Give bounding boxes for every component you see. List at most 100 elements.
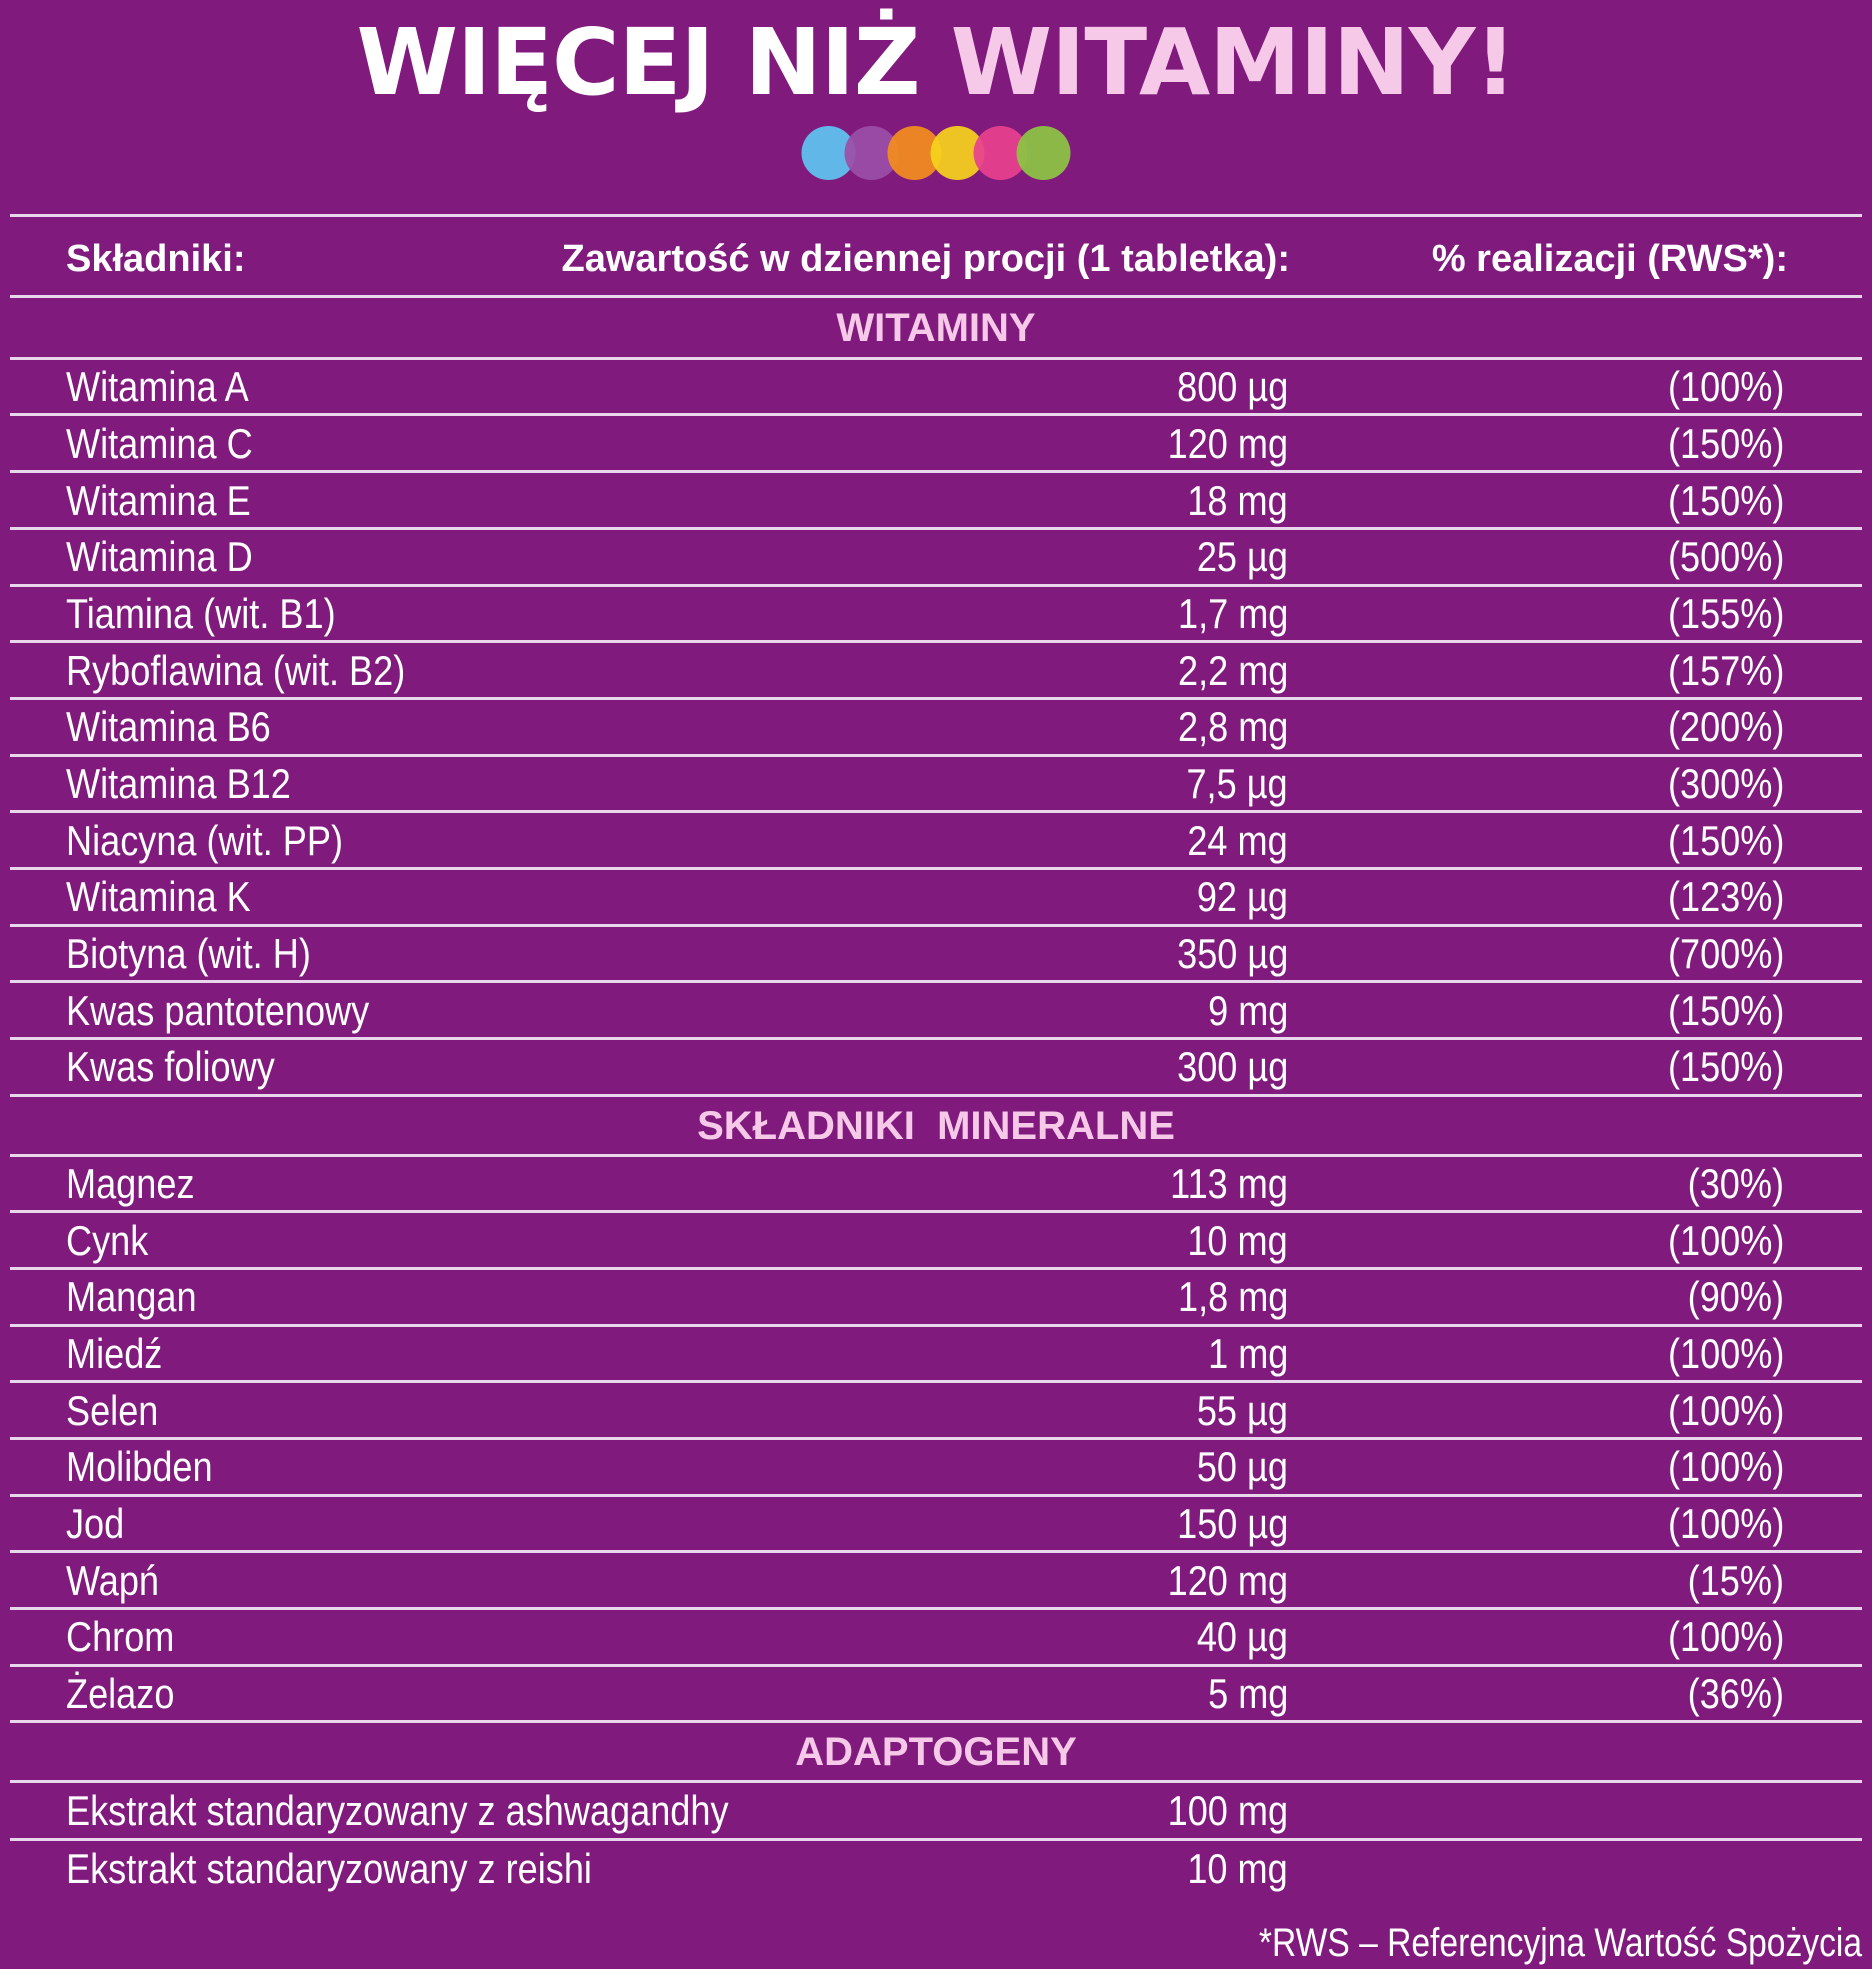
dot-3: [887, 126, 942, 180]
title-part-pink: WITAMINY!: [950, 9, 1517, 116]
divider-line: [10, 527, 1862, 530]
dot-1: [801, 126, 856, 180]
ingredient-amount: 350 µg: [1176, 930, 1288, 977]
section-title-adaptogens: ADAPTOGENY: [795, 1730, 1077, 1774]
table-row: Molibden 50 µg (100%): [0, 1440, 1872, 1494]
ingredient-name: Kwas foliowy: [66, 1043, 275, 1090]
ingredient-pct: (15%): [1687, 1557, 1784, 1604]
ingredient-pct: (150%): [1667, 1043, 1784, 1090]
divider-line: [10, 640, 1862, 643]
ingredient-name: Biotyna (wit. H): [66, 930, 311, 977]
ingredient-name: Witamina A: [66, 363, 249, 410]
ingredient-pct: (150%): [1667, 817, 1784, 864]
table-row: Mangan 1,8 mg (90%): [0, 1270, 1872, 1324]
divider-line: [10, 1267, 1862, 1270]
table-row: Chrom 40 µg (100%): [0, 1610, 1872, 1664]
ingredient-name: Selen: [66, 1387, 159, 1434]
divider-line: [10, 1838, 1862, 1841]
divider-line: [10, 1380, 1862, 1383]
table-row: Witamina A 800 µg (100%): [0, 360, 1872, 414]
ingredient-name: Ryboflawina (wit. B2): [66, 647, 406, 694]
title-part-white: WIĘCEJ NIŻ: [356, 9, 951, 116]
ingredient-amount: 2,8 mg: [1177, 703, 1288, 750]
divider-line: [10, 357, 1862, 360]
ingredient-name: Chrom: [66, 1613, 175, 1660]
ingredient-amount: 1,8 mg: [1177, 1273, 1288, 1320]
table-row: Ryboflawina (wit. B2) 2,2 mg (157%): [0, 644, 1872, 698]
ingredient-pct: (500%): [1667, 533, 1784, 580]
ingredient-name: Witamina B12: [66, 760, 291, 807]
ingredient-amount: 150 µg: [1176, 1500, 1288, 1547]
ingredient-amount: 1,7 mg: [1177, 590, 1288, 637]
divider-line: [10, 1550, 1862, 1553]
table-row: Żelazo 5 mg (36%): [0, 1667, 1872, 1721]
footnote: *RWS – Referencyjna Wartość Spożycia: [1258, 1921, 1862, 1965]
ingredient-pct: (200%): [1667, 703, 1784, 750]
ingredient-amount: 1 mg: [1207, 1330, 1288, 1377]
dot-6: [1016, 126, 1071, 180]
header-name: Składniki:: [66, 238, 246, 280]
ingredient-pct: (100%): [1667, 1387, 1784, 1434]
ingredient-pct: (30%): [1687, 1160, 1784, 1207]
divider-line: [10, 1210, 1862, 1213]
ingredient-amount: 2,2 mg: [1177, 647, 1288, 694]
table-row: Kwas pantotenowy 9 mg (150%): [0, 984, 1872, 1038]
ingredient-name: Witamina C: [66, 420, 253, 467]
divider-line: [10, 810, 1862, 813]
ingredient-name: Jod: [66, 1500, 125, 1547]
header-amount: Zawartość w dziennej procji (1 tabletka)…: [561, 238, 1291, 280]
ingredient-name: Żelazo: [66, 1670, 175, 1717]
ingredient-pct: (100%): [1667, 1330, 1784, 1377]
ingredient-pct: (90%): [1687, 1273, 1784, 1320]
table-row: Jod 150 µg (100%): [0, 1497, 1872, 1551]
ingredient-pct: (150%): [1667, 420, 1784, 467]
divider-line: [10, 1154, 1862, 1157]
divider-line: [10, 1607, 1862, 1610]
ingredient-amount: 100 mg: [1167, 1787, 1288, 1834]
divider-line: [10, 924, 1862, 927]
divider-line: [10, 1720, 1862, 1723]
ingredient-name: Ekstrakt standaryzowany z reishi: [66, 1845, 592, 1892]
dot-5: [973, 126, 1028, 180]
ingredient-name: Tiamina (wit. B1): [66, 590, 336, 637]
ingredient-pct: (123%): [1667, 873, 1784, 920]
ingredient-name: Molibden: [66, 1443, 213, 1490]
ingredient-pct: (700%): [1667, 930, 1784, 977]
ingredient-amount: 10 mg: [1187, 1217, 1288, 1264]
ingredient-amount: 10 mg: [1187, 1845, 1288, 1892]
header-pct: % realizacji (RWS*):: [1431, 238, 1788, 280]
dot-2: [844, 126, 899, 180]
page-title: WIĘCEJ NIŻ WITAMINY!: [0, 8, 1872, 118]
ingredient-name: Miedź: [66, 1330, 163, 1377]
ingredient-amount: 5 mg: [1207, 1670, 1288, 1717]
table-row: Ekstrakt standaryzowany z ashwagandhy 100…: [0, 1784, 1872, 1838]
ingredient-pct: (155%): [1667, 590, 1784, 637]
table-row: Biotyna (wit. H) 350 µg (700%): [0, 927, 1872, 981]
ingredient-name: Witamina D: [66, 533, 253, 580]
divider-line: [10, 470, 1862, 473]
table-row: Miedź 1 mg (100%): [0, 1327, 1872, 1381]
ingredient-amount: 55 µg: [1196, 1387, 1288, 1434]
ingredient-name: Ekstrakt standaryzowany z ashwagandhy: [66, 1787, 729, 1834]
ingredient-name: Witamina K: [66, 873, 251, 920]
table-header: Składniki: Zawartość w dziennej procji (…: [0, 226, 1872, 292]
table-row: Witamina C 120 mg (150%): [0, 417, 1872, 471]
ingredient-name: Wapń: [66, 1557, 160, 1604]
divider-line: [10, 295, 1862, 298]
divider-line: [10, 214, 1862, 217]
table-row: Tiamina (wit. B1) 1,7 mg (155%): [0, 587, 1872, 641]
ingredient-amount: 92 µg: [1196, 873, 1288, 920]
ingredient-amount: 9 mg: [1207, 987, 1288, 1034]
ingredient-name: Magnez: [66, 1160, 195, 1207]
ingredient-pct: (150%): [1667, 477, 1784, 524]
divider-line: [10, 980, 1862, 983]
divider-line: [10, 1037, 1862, 1040]
divider-line: [10, 1780, 1862, 1783]
ingredient-pct: (100%): [1667, 363, 1784, 410]
divider-line: [10, 1664, 1862, 1667]
table-row: Witamina D 25 µg (500%): [0, 530, 1872, 584]
ingredient-pct: (150%): [1667, 987, 1784, 1034]
ingredient-name: Witamina E: [66, 477, 251, 524]
ingredient-name: Cynk: [66, 1217, 149, 1264]
table-row: Selen 55 µg (100%): [0, 1384, 1872, 1438]
